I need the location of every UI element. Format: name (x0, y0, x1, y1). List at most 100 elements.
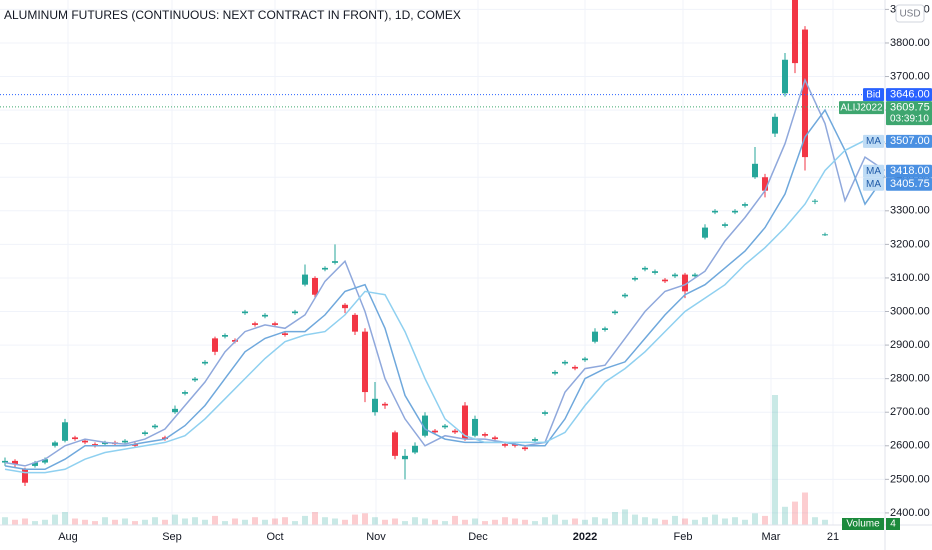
volume-bar (622, 509, 628, 525)
currency-button[interactable] (895, 4, 925, 23)
volume-bar (212, 515, 218, 525)
tag-value: 3507.00 (890, 135, 930, 147)
candle-body (822, 234, 828, 236)
candle-body (792, 0, 798, 64)
candle-body (702, 227, 708, 238)
tag-name-box (863, 164, 884, 178)
tag-name-box (839, 101, 884, 115)
volume-bar (642, 517, 648, 525)
volume-bar (612, 512, 618, 525)
volume-bar (452, 515, 458, 525)
candle-body (552, 371, 558, 374)
candle-body (2, 460, 8, 463)
volume-bar (382, 519, 388, 525)
tag-name-box (863, 177, 884, 191)
candle-body (272, 323, 278, 325)
candle-body (562, 361, 568, 364)
tag-name: MA (866, 179, 881, 190)
volume-pane (2, 395, 828, 525)
volume-bar (152, 517, 158, 525)
volume-bar (102, 517, 108, 525)
tag-value-box (886, 177, 932, 191)
volume-bar (732, 517, 738, 525)
candle-body (302, 274, 308, 285)
candle-body (42, 459, 48, 463)
volume-bar (22, 518, 28, 525)
tag-value: 3646.00 (890, 89, 930, 101)
volume-bar (312, 512, 318, 525)
candle-body (712, 210, 718, 213)
volume-bar (12, 519, 18, 525)
candle-body (322, 267, 328, 270)
volume-bar (62, 512, 68, 525)
volume-bar (752, 513, 758, 525)
volume-bar (2, 517, 8, 525)
volume-bar (802, 492, 808, 525)
candle-body (732, 210, 738, 213)
candle-body (172, 408, 178, 413)
tag-name: MA (866, 136, 881, 147)
ma-line (4, 108, 885, 471)
x-tick-label: 21 (827, 531, 839, 543)
candle-body (632, 277, 638, 280)
candle-body (352, 314, 358, 332)
chart-title: ALUMINUM FUTURES (CONTINUOUS: NEXT CONTR… (4, 8, 461, 22)
volume-bar (262, 519, 268, 525)
candle-body (622, 294, 628, 297)
candle-body (642, 267, 648, 270)
volume-tag-value: 4 (890, 519, 896, 530)
volume-bar (122, 518, 128, 525)
candle-body (692, 274, 698, 277)
volume-bar (272, 518, 278, 525)
volume-bar (82, 519, 88, 525)
volume-bar (662, 519, 668, 525)
volume-bar (652, 518, 658, 525)
y-tick-label: 2700.00 (890, 406, 930, 418)
volume-bar (472, 518, 478, 525)
volume-bar (682, 518, 688, 525)
volume-bar (712, 514, 718, 525)
volume-bar (552, 514, 558, 525)
volume-bar (432, 519, 438, 525)
candle-body (52, 442, 58, 446)
volume-bar (292, 521, 298, 525)
candle-body (342, 304, 348, 309)
candle-body (72, 437, 78, 440)
candle-body (12, 460, 18, 465)
candle-body (612, 311, 618, 314)
volume-bar (792, 501, 798, 525)
volume-bar (182, 518, 188, 525)
volume-bar (582, 519, 588, 525)
candle-body (132, 444, 138, 446)
volume-bar (422, 518, 428, 525)
candle-body (332, 261, 338, 263)
tag-name: Bid (866, 89, 880, 100)
volume-bar (42, 519, 48, 525)
candle-body (722, 224, 728, 226)
y-tick-label: 3100.00 (890, 272, 930, 284)
volume-bar (112, 519, 118, 525)
x-tick-label: Oct (266, 531, 283, 543)
volume-bar (462, 519, 468, 525)
volume-bar (722, 518, 728, 525)
candle-body (372, 398, 378, 413)
candle-body (532, 439, 538, 441)
volume-bar (252, 517, 258, 525)
candle-body (772, 116, 778, 134)
x-tick-label: 2022 (573, 531, 597, 543)
candle-body (602, 328, 608, 330)
candle-body (402, 455, 408, 460)
candle-body (292, 311, 298, 314)
volume-bar (602, 518, 608, 525)
candle-body (282, 333, 288, 336)
tag-value: 3405.75 (890, 178, 930, 190)
candle-body (472, 418, 478, 436)
volume-bar (782, 506, 788, 525)
candle-body (312, 277, 318, 295)
candle-body (432, 430, 438, 433)
currency-label[interactable]: USD (899, 9, 920, 20)
volume-bar (242, 519, 248, 525)
volume-bar (412, 517, 418, 525)
